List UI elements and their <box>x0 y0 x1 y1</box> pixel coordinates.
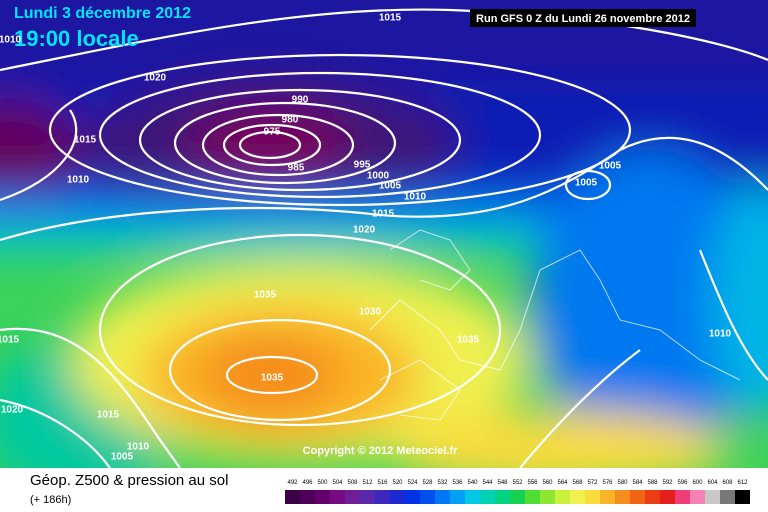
legend-swatch <box>405 490 420 504</box>
legend-swatch <box>540 490 555 504</box>
legend-swatch <box>315 490 330 504</box>
legend-swatch <box>375 490 390 504</box>
legend-swatch <box>420 490 435 504</box>
legend-label: 504 <box>332 480 343 486</box>
legend-swatch <box>465 490 480 504</box>
legend-swatch <box>585 490 600 504</box>
legend-label: 520 <box>392 480 403 486</box>
map-field <box>0 0 768 468</box>
legend-swatch <box>390 490 405 504</box>
isobar-label: 1020 <box>1 405 24 416</box>
legend-swatch <box>450 490 465 504</box>
legend-swatch <box>480 490 495 504</box>
copyright: Copyright © 2012 Meteociel.fr <box>303 445 459 457</box>
legend-label: 556 <box>527 480 538 486</box>
time-text: 19:00 locale <box>14 26 139 51</box>
legend-label: 516 <box>377 480 388 486</box>
legend-label: 544 <box>482 480 493 486</box>
date-text: Lundi 3 décembre 2012 <box>14 5 191 22</box>
legend-swatch <box>555 490 570 504</box>
legend-label: 552 <box>512 480 523 486</box>
legend-swatch <box>675 490 690 504</box>
footer-lead: (+ 186h) <box>30 494 71 506</box>
isobar-label: 1010 <box>709 329 732 340</box>
legend-label: 592 <box>662 480 673 486</box>
isobar-label: 990 <box>292 95 309 106</box>
isobar-label: 1015 <box>379 13 402 24</box>
isobar-label: 1015 <box>0 335 20 346</box>
legend-swatch <box>495 490 510 504</box>
legend-label: 528 <box>422 480 433 486</box>
run-text: Run GFS 0 Z du Lundi 26 novembre 2012 <box>476 13 690 25</box>
legend-label: 604 <box>707 480 718 486</box>
legend-label: 500 <box>317 480 328 486</box>
isobar-label: 1010 <box>67 175 90 186</box>
legend-swatch <box>345 490 360 504</box>
legend-label: 560 <box>542 480 553 486</box>
legend-label: 564 <box>557 480 568 486</box>
legend-label: 508 <box>347 480 358 486</box>
legend-swatch <box>645 490 660 504</box>
legend-label: 536 <box>452 480 463 486</box>
isobar-label: 980 <box>282 115 299 126</box>
isobar-label: 1010 <box>127 442 150 453</box>
legend-swatch <box>735 490 750 504</box>
legend-swatch <box>600 490 615 504</box>
isobar-label: 1010 <box>0 35 22 46</box>
legend-swatch <box>705 490 720 504</box>
legend-label: 492 <box>287 480 298 486</box>
isobar-label: 1020 <box>144 73 167 84</box>
isobar-label: 1035 <box>254 290 277 301</box>
isobar-label: 1005 <box>599 161 622 172</box>
legend-label: 540 <box>467 480 478 486</box>
isobar-label: 1035 <box>457 335 480 346</box>
legend-swatch <box>525 490 540 504</box>
legend-label: 612 <box>737 480 748 486</box>
isobar-label: 1005 <box>111 452 134 463</box>
isobar-label: 985 <box>288 163 305 174</box>
legend-swatch <box>570 490 585 504</box>
legend-swatch <box>660 490 675 504</box>
legend-label: 568 <box>572 480 583 486</box>
legend-label: 524 <box>407 480 418 486</box>
isobar-label: 1005 <box>575 178 598 189</box>
legend-swatch <box>285 490 300 504</box>
isobar-label: 1005 <box>379 181 402 192</box>
legend-label: 548 <box>497 480 508 486</box>
legend-label: 600 <box>692 480 703 486</box>
legend-label: 580 <box>617 480 628 486</box>
legend-label: 572 <box>587 480 598 486</box>
isobar-label: 1020 <box>353 225 376 236</box>
isobar-label: 975 <box>264 127 281 138</box>
isobar-label: 1015 <box>74 135 97 146</box>
legend-label: 512 <box>362 480 373 486</box>
legend-swatch <box>510 490 525 504</box>
legend-label: 588 <box>647 480 658 486</box>
legend-swatch <box>720 490 735 504</box>
legend-swatch <box>690 490 705 504</box>
legend-swatch <box>630 490 645 504</box>
isobar-label: 1000 <box>367 171 390 182</box>
isobar-label: 1030 <box>359 307 382 318</box>
legend-label: 532 <box>437 480 448 486</box>
legend-label: 576 <box>602 480 613 486</box>
isobar-label: 1010 <box>404 192 427 203</box>
isobar-label: 1015 <box>97 410 120 421</box>
legend-swatch <box>330 490 345 504</box>
legend-swatch <box>435 490 450 504</box>
isobar-label: 1035 <box>261 373 284 384</box>
run-box <box>470 9 696 27</box>
legend-label: 596 <box>677 480 688 486</box>
legend-label: 608 <box>722 480 733 486</box>
legend-swatch <box>615 490 630 504</box>
isobar-label: 995 <box>354 160 371 171</box>
legend-swatch <box>300 490 315 504</box>
footer-title: Géop. Z500 & pression au sol <box>30 472 228 489</box>
legend-swatch <box>360 490 375 504</box>
legend-label: 584 <box>632 480 643 486</box>
isobar-label: 1015 <box>372 209 395 220</box>
legend-label: 496 <box>302 480 313 486</box>
